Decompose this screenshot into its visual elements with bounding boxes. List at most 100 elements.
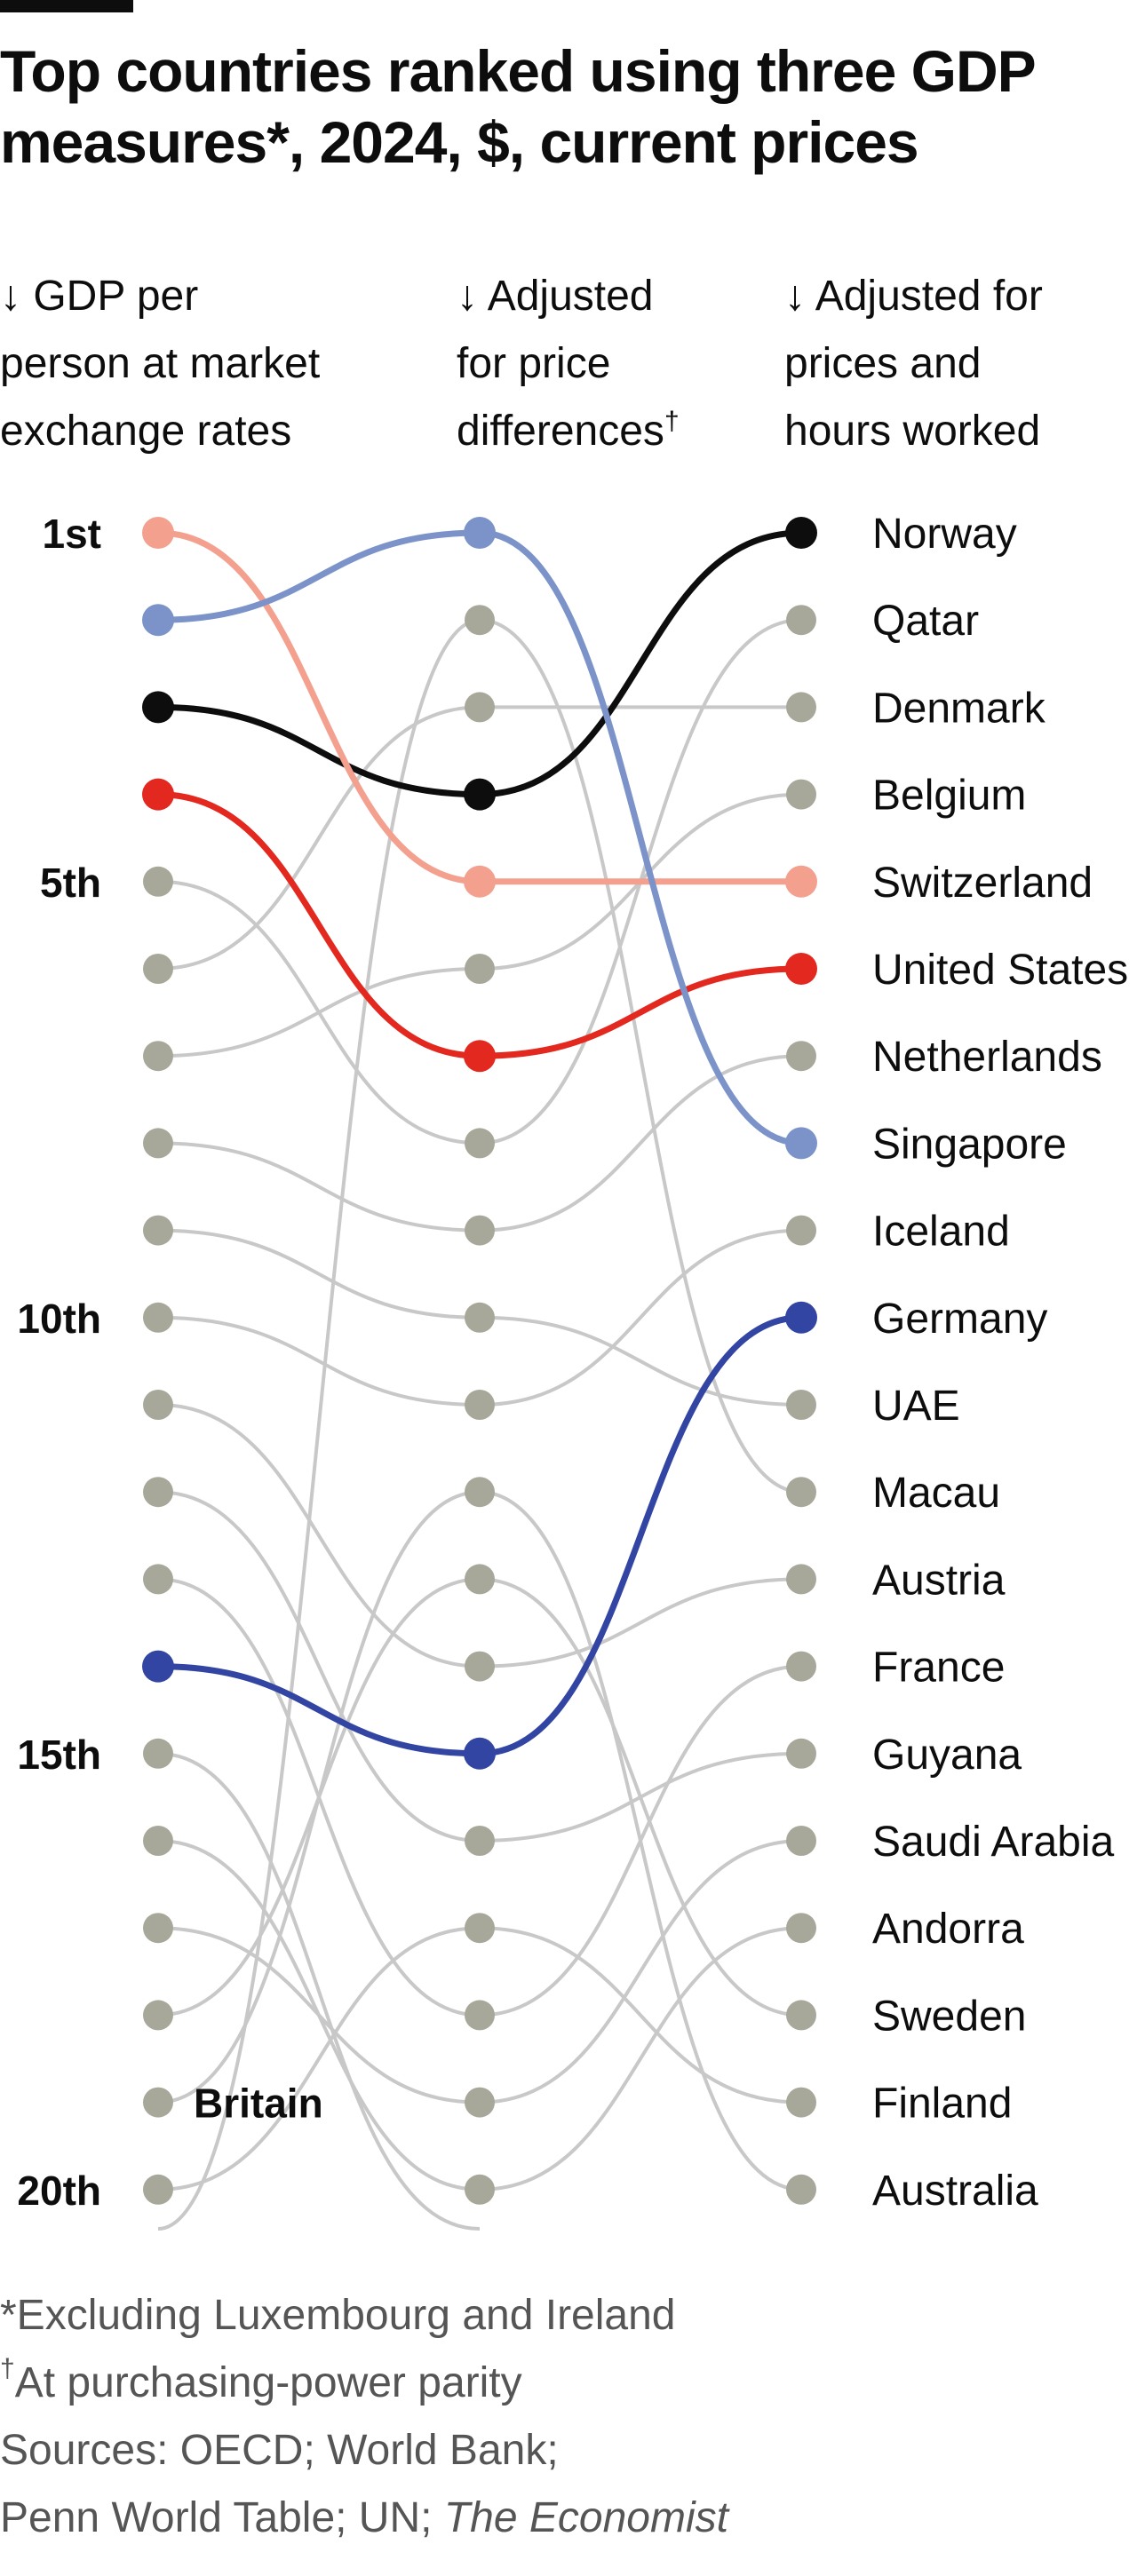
- column-header-line: ↓ GDP per: [0, 273, 199, 320]
- series-line-united-states: [479, 965, 802, 1059]
- series-line-norway: [479, 529, 802, 798]
- series-line-other: [157, 1315, 481, 1407]
- series-line-other: [157, 1141, 481, 1233]
- country-label: Iceland: [872, 1209, 1010, 1256]
- series-line-other: [157, 618, 481, 2231]
- series-line-singapore: [157, 529, 481, 623]
- down-arrow-icon: ↓: [784, 273, 806, 320]
- rank-dot: [465, 1826, 495, 1856]
- series-line-other: [479, 1577, 802, 1668]
- rank-label: 5th: [40, 860, 101, 906]
- country-label: Switzerland: [872, 860, 1093, 907]
- rank-dot: [786, 779, 816, 810]
- rank-dot: [465, 1215, 495, 1246]
- series-line-other: [479, 1315, 802, 1407]
- column-header-market-rates: ↓ GDP per person at market exchange rate…: [0, 263, 320, 465]
- series-line-other: [479, 1054, 802, 1233]
- country-label: United States: [872, 947, 1128, 994]
- column-header-line: for price: [457, 340, 611, 387]
- rank-dot: [143, 866, 173, 897]
- rank-label: 15th: [17, 1732, 101, 1778]
- rank-dot: [786, 1041, 816, 1072]
- rank-dot: [143, 1041, 173, 1072]
- down-arrow-icon: ↓: [0, 273, 21, 320]
- rank-dot: [786, 2000, 816, 2031]
- country-label: Germany: [872, 1296, 1047, 1343]
- country-label: France: [872, 1645, 1005, 1692]
- rank-dot: [786, 1477, 816, 1508]
- highlight-dot-norway: [464, 778, 496, 811]
- rank-dot: [143, 1738, 173, 1769]
- country-label: UAE: [872, 1383, 960, 1430]
- series-line-other: [157, 1926, 481, 2192]
- sources-line-1: Sources: OECD; World Bank;: [0, 2427, 559, 2474]
- rank-dot: [465, 1913, 495, 1944]
- chart-notes: *Excluding Luxembourg and Ireland †At pu…: [0, 2282, 728, 2552]
- highlight-dot-singapore: [785, 1127, 817, 1160]
- down-arrow-icon: ↓: [457, 273, 478, 320]
- series-line-norway: [157, 703, 481, 798]
- rank-dot: [465, 1477, 495, 1508]
- series-line-other: [479, 1577, 802, 2017]
- country-label: Belgium: [872, 773, 1026, 820]
- highlight-dot-singapore: [464, 517, 496, 549]
- highlight-dot-switzerland: [464, 865, 496, 898]
- column-header-line: differences†: [457, 407, 680, 455]
- rank-label: 20th: [17, 2168, 101, 2214]
- series-line-united-states: [157, 791, 481, 1059]
- highlight-dot-norway: [142, 691, 174, 724]
- country-label: Australia: [872, 2168, 1038, 2215]
- rank-dot: [465, 1128, 495, 1159]
- highlight-dot-germany: [464, 1737, 496, 1770]
- rank-label: 1st: [43, 511, 101, 557]
- britain-label: Britain: [194, 2081, 323, 2127]
- country-label: Sweden: [872, 1993, 1026, 2040]
- bump-chart: 1st 5th 10th 15th 20th Norway Qatar Denmark Belg…: [17, 511, 1128, 2231]
- country-label: Singapore: [872, 1121, 1067, 1168]
- highlight-dot-switzerland: [142, 517, 174, 549]
- series-line-other: [157, 705, 481, 971]
- country-label: Austria: [872, 1557, 1006, 1604]
- country-label: Andorra: [872, 1906, 1024, 1953]
- rank-dot: [143, 1128, 173, 1159]
- rank-dot: [465, 2174, 495, 2205]
- series-line-other: [479, 1926, 802, 2104]
- rank-dot: [786, 1826, 816, 1856]
- highlight-dot-united-states: [142, 778, 174, 811]
- rank-dot: [786, 605, 816, 636]
- rank-dot: [143, 1826, 173, 1856]
- rank-dot: [786, 1564, 816, 1595]
- rank-dot: [143, 954, 173, 984]
- top-accent-bar: [0, 0, 133, 12]
- series-line-other: [157, 1490, 481, 2104]
- column-header-price-adjusted: ↓ Adjusted for price differences†: [457, 263, 680, 465]
- column-header-line: hours worked: [784, 408, 1041, 455]
- highlight-dot-united-states: [464, 1040, 496, 1073]
- rank-dot: [465, 954, 495, 984]
- rank-dot: [786, 1913, 816, 1944]
- highlight-dot-germany: [785, 1301, 817, 1334]
- country-label: Norway: [872, 511, 1017, 558]
- rank-dot: [465, 2087, 495, 2118]
- column-header-line: prices and: [784, 340, 982, 387]
- highlight-dot-switzerland: [785, 865, 817, 898]
- rank-dot: [143, 1390, 173, 1420]
- column-header-line: ↓ Adjusted for: [784, 273, 1043, 320]
- note-dagger: †At purchasing-power parity: [0, 2354, 522, 2407]
- series-line-other: [479, 1839, 802, 2104]
- rank-dot: [143, 2174, 173, 2205]
- series-line-other: [157, 1228, 481, 1320]
- series-line-germany: [157, 1663, 481, 1757]
- rank-dot: [143, 2000, 173, 2031]
- rank-dot: [786, 1390, 816, 1420]
- rank-dot: [786, 692, 816, 723]
- dagger-mark: †: [664, 407, 680, 436]
- series-line-other: [479, 1490, 802, 2192]
- series-line-other: [157, 967, 481, 1058]
- column-header-hours-adjusted: ↓ Adjusted for prices and hours worked: [784, 263, 1043, 465]
- column-header-line: person at market: [0, 340, 321, 387]
- rank-dot: [143, 1477, 173, 1508]
- series-line-other: [157, 1926, 481, 2104]
- country-label: Guyana: [872, 1732, 1022, 1779]
- rank-dot: [786, 2087, 816, 2118]
